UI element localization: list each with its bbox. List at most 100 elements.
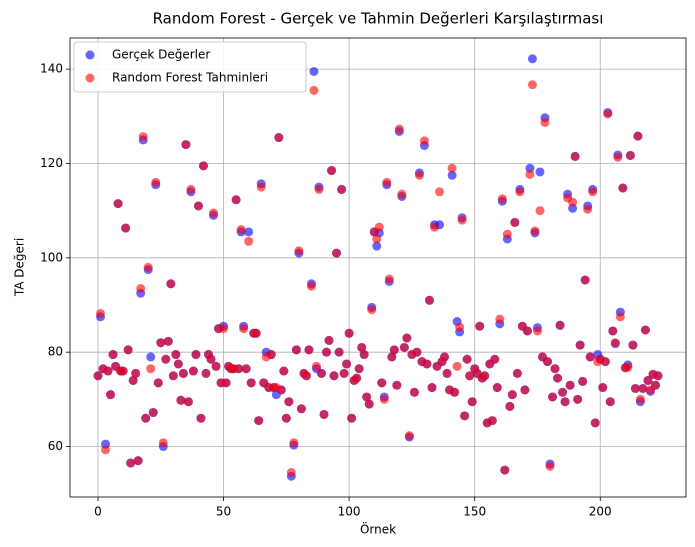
- point: [178, 368, 188, 378]
- series: [93, 80, 663, 477]
- point: [570, 151, 580, 161]
- point: [121, 223, 131, 233]
- point: [580, 275, 590, 285]
- point: [553, 373, 563, 383]
- point: [209, 208, 219, 218]
- point: [394, 124, 404, 134]
- point: [239, 324, 249, 334]
- point: [630, 384, 640, 394]
- point: [286, 467, 296, 477]
- point: [525, 169, 535, 179]
- point: [638, 384, 648, 394]
- point: [319, 409, 329, 419]
- point: [442, 368, 452, 378]
- y-tick-label: 100: [40, 250, 63, 264]
- point: [550, 364, 560, 374]
- point: [183, 397, 193, 407]
- point: [568, 197, 578, 207]
- point: [507, 390, 517, 400]
- point: [329, 371, 339, 381]
- point: [495, 314, 505, 324]
- x-axis-label: Örnek: [360, 521, 396, 537]
- point: [128, 375, 138, 385]
- point: [590, 418, 600, 428]
- point: [196, 413, 206, 423]
- point: [545, 461, 555, 471]
- point: [502, 229, 512, 239]
- point: [279, 366, 289, 376]
- point: [455, 322, 465, 332]
- point: [487, 416, 497, 426]
- point: [291, 345, 301, 355]
- point: [603, 109, 613, 119]
- point: [414, 170, 424, 180]
- point: [374, 222, 384, 232]
- point: [532, 326, 542, 336]
- point: [505, 401, 515, 411]
- point: [535, 206, 545, 216]
- point: [311, 361, 321, 371]
- point: [138, 132, 148, 142]
- point: [527, 80, 537, 90]
- point: [198, 161, 208, 171]
- point: [309, 66, 319, 76]
- legend-label: Gerçek Değerler: [112, 48, 210, 62]
- point: [435, 187, 445, 197]
- point: [244, 236, 254, 246]
- point: [236, 225, 246, 235]
- point: [153, 378, 163, 388]
- point: [176, 395, 186, 405]
- point: [241, 364, 251, 374]
- point: [131, 368, 141, 378]
- point: [281, 413, 291, 423]
- point: [382, 177, 392, 187]
- point: [301, 371, 311, 381]
- point: [188, 366, 198, 376]
- point: [314, 184, 324, 194]
- point: [598, 383, 608, 393]
- point: [615, 312, 625, 322]
- point: [610, 338, 620, 348]
- point: [357, 342, 367, 352]
- point: [126, 458, 136, 468]
- point: [377, 378, 387, 388]
- point: [653, 371, 663, 381]
- point: [146, 364, 156, 374]
- point: [136, 283, 146, 293]
- chart-title: Random Forest - Gerçek ve Tahmin Değerle…: [153, 10, 604, 28]
- point: [221, 378, 231, 388]
- point: [171, 350, 181, 360]
- point: [151, 177, 161, 187]
- point: [322, 347, 332, 357]
- point: [555, 320, 565, 330]
- x-tick-label: 0: [94, 505, 102, 519]
- x-tick-label: 150: [463, 505, 486, 519]
- point: [372, 234, 382, 244]
- point: [600, 357, 610, 367]
- point: [409, 387, 419, 397]
- point: [585, 352, 595, 362]
- point: [522, 326, 532, 336]
- point: [309, 85, 319, 95]
- y-tick-label: 60: [48, 439, 63, 453]
- point: [101, 445, 111, 455]
- point: [389, 345, 399, 355]
- point: [158, 438, 168, 448]
- point: [457, 215, 467, 225]
- point: [625, 150, 635, 160]
- x-tick-label: 50: [216, 505, 231, 519]
- point: [583, 204, 593, 214]
- x-tick-label: 100: [338, 505, 361, 519]
- point: [161, 354, 171, 364]
- point: [342, 359, 352, 369]
- point: [515, 187, 525, 197]
- point: [419, 136, 429, 146]
- point: [339, 368, 349, 378]
- point: [447, 163, 457, 173]
- point: [231, 195, 241, 205]
- point: [628, 340, 638, 350]
- point: [156, 338, 166, 348]
- point: [512, 368, 522, 378]
- point: [412, 347, 422, 357]
- point: [234, 364, 244, 374]
